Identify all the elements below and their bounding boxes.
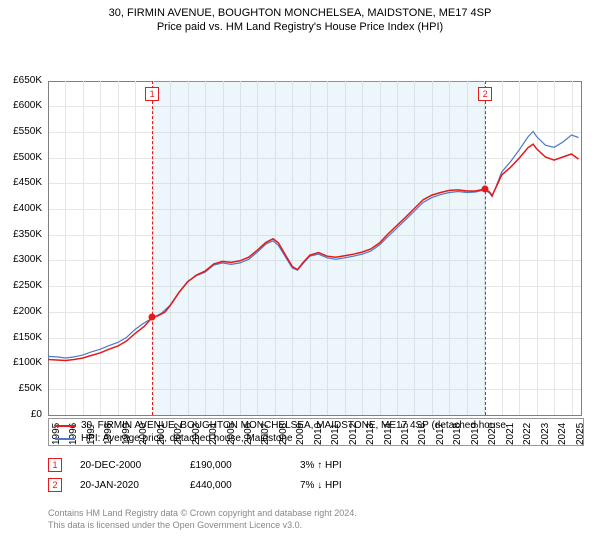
y-axis-label: £100K [2,357,42,368]
annotation-price: £440,000 [190,480,300,491]
y-axis-label: £500K [2,152,42,163]
y-axis-label: £250K [2,280,42,291]
annotation-row: 1 20-DEC-2000£190,0003% ↑ HPI [48,458,582,472]
chart-svg [48,81,582,415]
event-marker-box: 2 [478,87,492,101]
y-axis-label: £300K [2,254,42,265]
title-line2: Price paid vs. HM Land Registry's House … [0,20,600,34]
annotation-delta: 3% ↑ HPI [300,460,410,471]
title-line1: 30, FIRMIN AVENUE, BOUGHTON MONCHELSEA, … [0,6,600,20]
footer-line2: This data is licensed under the Open Gov… [48,520,582,532]
annotation-delta: 7% ↓ HPI [300,480,410,491]
gridline-h [48,415,582,416]
annotation-block: 1 20-DEC-2000£190,0003% ↑ HPI 2 20-JAN-2020… [48,458,582,498]
y-axis-label: £400K [2,203,42,214]
legend-row: 30, FIRMIN AVENUE, BOUGHTON MONCHELSEA, … [49,419,583,432]
event-vline [152,81,153,415]
annotation-index-box: 2 [48,478,62,492]
y-axis-label: £0 [2,409,42,420]
event-point [482,185,489,192]
annotation-date: 20-DEC-2000 [80,460,190,471]
y-axis-label: £200K [2,306,42,317]
chart-title: 30, FIRMIN AVENUE, BOUGHTON MONCHELSEA, … [0,0,600,35]
annotation-date: 20-JAN-2020 [80,480,190,491]
annotation-index-box: 1 [48,458,62,472]
event-vline [485,81,486,415]
series-hpi [48,131,579,358]
y-axis-label: £50K [2,383,42,394]
footer-line1: Contains HM Land Registry data © Crown c… [48,508,582,520]
legend-label: HPI: Average price, detached house, Maid… [81,433,293,444]
annotation-row: 2 20-JAN-2020£440,0007% ↓ HPI [48,478,582,492]
annotation-price: £190,000 [190,460,300,471]
y-axis-label: £600K [2,100,42,111]
series-prop [48,144,579,360]
y-axis-label: £150K [2,332,42,343]
y-axis-label: £550K [2,126,42,137]
plot-area: £0£50K£100K£150K£200K£250K£300K£350K£400… [48,81,582,415]
legend-swatch [55,438,75,440]
legend-label: 30, FIRMIN AVENUE, BOUGHTON MONCHELSEA, … [81,420,506,431]
y-axis-label: £650K [2,75,42,86]
y-axis-label: £450K [2,177,42,188]
event-point [149,313,156,320]
y-axis-label: £350K [2,229,42,240]
legend-row: HPI: Average price, detached house, Maid… [49,432,583,445]
legend: 30, FIRMIN AVENUE, BOUGHTON MONCHELSEA, … [48,418,584,446]
footer: Contains HM Land Registry data © Crown c… [48,508,582,531]
legend-swatch [55,425,75,427]
event-marker-box: 1 [145,87,159,101]
